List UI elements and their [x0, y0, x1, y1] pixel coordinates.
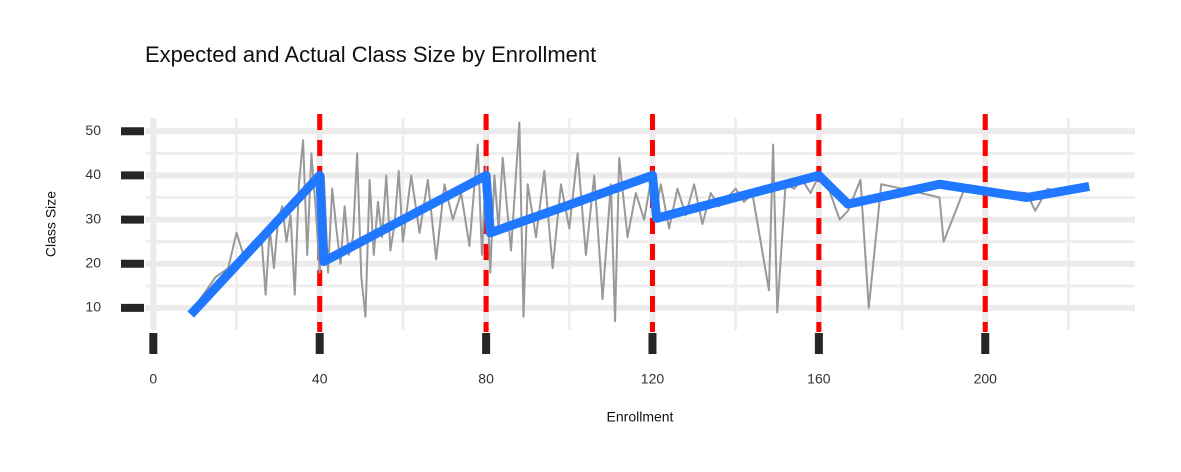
series-line — [187, 170, 1091, 318]
y-tick-label: 40 — [85, 166, 101, 182]
y-tick-label: 30 — [85, 210, 101, 226]
y-tick-label: 50 — [85, 122, 101, 138]
y-tick-label: 10 — [85, 299, 101, 315]
x-axis-label: Enrollment — [607, 409, 674, 425]
x-tick-label: 0 — [149, 371, 157, 387]
x-tick-label: 200 — [974, 371, 998, 387]
y-tick-label: 20 — [85, 254, 101, 270]
x-tick-label: 80 — [478, 371, 494, 387]
series-line — [189, 121, 1069, 323]
x-tick-label: 160 — [807, 371, 831, 387]
y-axis-label: Class Size — [43, 191, 59, 257]
x-tick-label: 40 — [312, 371, 328, 387]
x-tick-label: 120 — [641, 371, 665, 387]
chart-title: Expected and Actual Class Size by Enroll… — [145, 42, 596, 67]
